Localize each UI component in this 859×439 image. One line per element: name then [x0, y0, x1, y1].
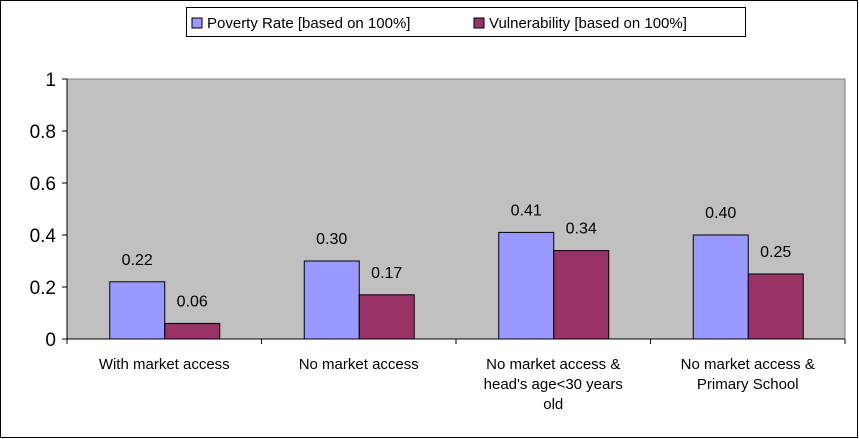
- x-tick-label-line: No market access: [299, 356, 419, 373]
- y-tick-label: 1: [45, 70, 56, 91]
- bar: [358, 294, 415, 340]
- legend: Poverty Rate [based on 100%] Vulnerabilit…: [186, 7, 746, 37]
- data-labels: 0.22 0.30 0.41 0.40 0.06 0.17 0.34 0.25: [122, 202, 792, 310]
- x-tick-label: With market access: [99, 356, 230, 373]
- legend-box: [186, 7, 746, 37]
- bar: [109, 281, 166, 340]
- y-tick-label: 0: [45, 330, 56, 351]
- y-tick-label: 0.8: [30, 122, 56, 143]
- x-tick-label-line: No market access &: [486, 356, 620, 373]
- bar-value-label: 0.40: [705, 205, 736, 222]
- x-tick-label-line: With market access: [99, 356, 230, 373]
- x-tick-label-line: No market access &: [681, 356, 815, 373]
- bar: [164, 322, 221, 340]
- bars: [109, 231, 804, 340]
- y-tick-label: 0.6: [30, 174, 56, 195]
- bar: [553, 250, 610, 340]
- x-tick-label-line: Primary School: [697, 376, 799, 393]
- bar-value-label: 0.06: [177, 293, 208, 310]
- y-tick-label: 0.2: [30, 278, 56, 299]
- bar-value-label: 0.17: [371, 265, 402, 282]
- x-tick-label-line: old: [543, 396, 563, 413]
- bar: [747, 273, 804, 340]
- bar: [692, 234, 749, 340]
- x-tick-label: No market access & head's age<30 years old: [484, 356, 623, 413]
- bar-value-label: 0.25: [760, 244, 791, 261]
- bar: [498, 231, 555, 340]
- legend-swatch: [191, 17, 203, 29]
- legend-swatch: [473, 17, 485, 29]
- y-axis: 0 0.2 0.4 0.6 0.8 1: [30, 70, 68, 351]
- bar-value-label: 0.22: [122, 252, 153, 269]
- bar: [303, 260, 360, 340]
- legend-label: Vulnerability [based on 100%]: [489, 15, 687, 32]
- legend-label: Poverty Rate [based on 100%]: [207, 15, 410, 32]
- bar-value-label: 0.30: [316, 231, 347, 248]
- y-tick-label: 0.4: [30, 226, 57, 247]
- x-tick-label: No market access & Primary School: [681, 356, 815, 393]
- bar-value-label: 0.41: [511, 202, 542, 219]
- x-tick-label-line: head's age<30 years: [484, 376, 623, 393]
- x-tick-label: No market access: [299, 356, 419, 373]
- bar-value-label: 0.34: [566, 221, 597, 238]
